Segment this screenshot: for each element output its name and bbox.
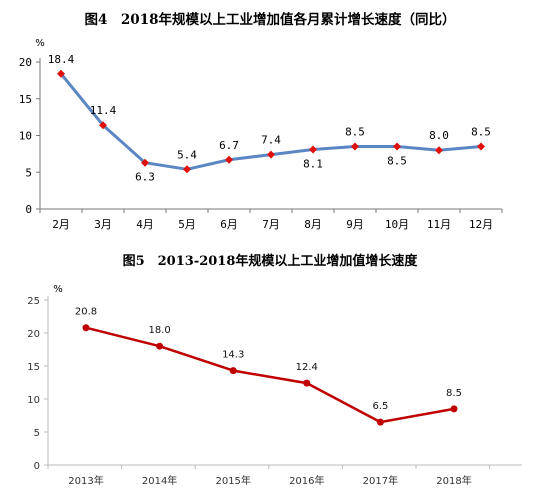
data-label: 6.3 — [135, 171, 155, 184]
data-point — [229, 367, 237, 375]
data-point — [393, 142, 401, 151]
data-label: 8.5 — [387, 155, 407, 168]
y-tick-label: 15 — [27, 362, 40, 373]
x-tick-label: 6月 — [220, 218, 238, 231]
x-tick-label: 2018年 — [436, 474, 471, 487]
y-tick-label: 5 — [25, 166, 32, 179]
data-label: 8.5 — [471, 126, 491, 139]
data-point — [376, 418, 384, 426]
data-label: 6.5 — [372, 401, 388, 412]
data-point — [303, 379, 311, 387]
data-label: 14.3 — [222, 350, 244, 361]
x-tick-label: 2013年 — [68, 474, 103, 487]
y-tick-label: 0 — [25, 203, 32, 216]
y-tick-label: 5 — [34, 428, 40, 439]
chart-title-annual: 图5 2013-2018年规模以上工业增加值增长速度 — [122, 254, 418, 269]
y-tick-label: 10 — [19, 130, 32, 143]
data-point — [477, 142, 485, 151]
x-tick-label: 11月 — [427, 218, 451, 231]
data-label: 12.4 — [296, 362, 318, 373]
data-point — [351, 142, 359, 151]
data-point — [225, 155, 233, 164]
series-line — [84, 326, 456, 424]
data-point — [309, 145, 317, 154]
data-label: 8.5 — [446, 388, 462, 399]
data-point — [99, 121, 107, 130]
y-tick-label: 20 — [19, 56, 32, 69]
chart-title-monthly: 图4 2018年规模以上工业增加值各月累计增长速度（同比） — [84, 12, 456, 28]
data-label: 8.5 — [345, 126, 365, 139]
data-label: 11.4 — [90, 104, 117, 117]
data-point — [267, 150, 275, 159]
data-label: 20.8 — [75, 307, 97, 318]
data-label: 6.7 — [219, 139, 239, 152]
data-point — [450, 405, 458, 413]
x-tick-label: 7月 — [262, 218, 280, 231]
data-point — [82, 324, 90, 332]
x-tick-label: 3月 — [94, 218, 112, 231]
x-tick-label: 4月 — [136, 218, 154, 231]
data-label: 18.0 — [148, 325, 170, 336]
data-point — [57, 69, 65, 78]
x-tick-label: 2015年 — [215, 474, 250, 487]
x-tick-label: 5月 — [178, 218, 196, 231]
chart-monthly-growth: 0 5 10 15 20% 2月 3月 4月 5月 6月 7月 8月 9月 10月 11月 12月 18.4 11… — [19, 38, 503, 231]
y-axis-unit: % — [35, 38, 45, 49]
data-label: 18.4 — [48, 53, 75, 66]
data-point — [183, 165, 191, 174]
data-point — [156, 342, 164, 350]
x-tick-label: 2014年 — [142, 474, 177, 487]
x-tick-label: 9月 — [346, 218, 364, 231]
y-tick-label: 25 — [27, 296, 40, 307]
x-tick-label: 2月 — [52, 218, 70, 231]
data-label: 8.0 — [429, 129, 449, 142]
data-point — [435, 146, 443, 155]
data-label: 5.4 — [177, 148, 197, 161]
x-tick-label: 8月 — [304, 218, 322, 231]
x-tick-label: 2017年 — [363, 474, 398, 487]
y-tick-label: 15 — [19, 93, 32, 106]
data-label: 8.1 — [303, 157, 323, 170]
x-tick-label: 10月 — [385, 218, 409, 231]
y-tick-label: 10 — [27, 395, 40, 406]
y-tick-label: 20 — [27, 329, 40, 340]
data-point — [141, 158, 149, 167]
y-axis-unit: % — [53, 284, 63, 295]
x-tick-label: 2016年 — [289, 474, 324, 487]
y-tick-label: 0 — [34, 461, 40, 472]
data-label: 7.4 — [261, 134, 281, 147]
x-tick-label: 12月 — [469, 218, 493, 231]
